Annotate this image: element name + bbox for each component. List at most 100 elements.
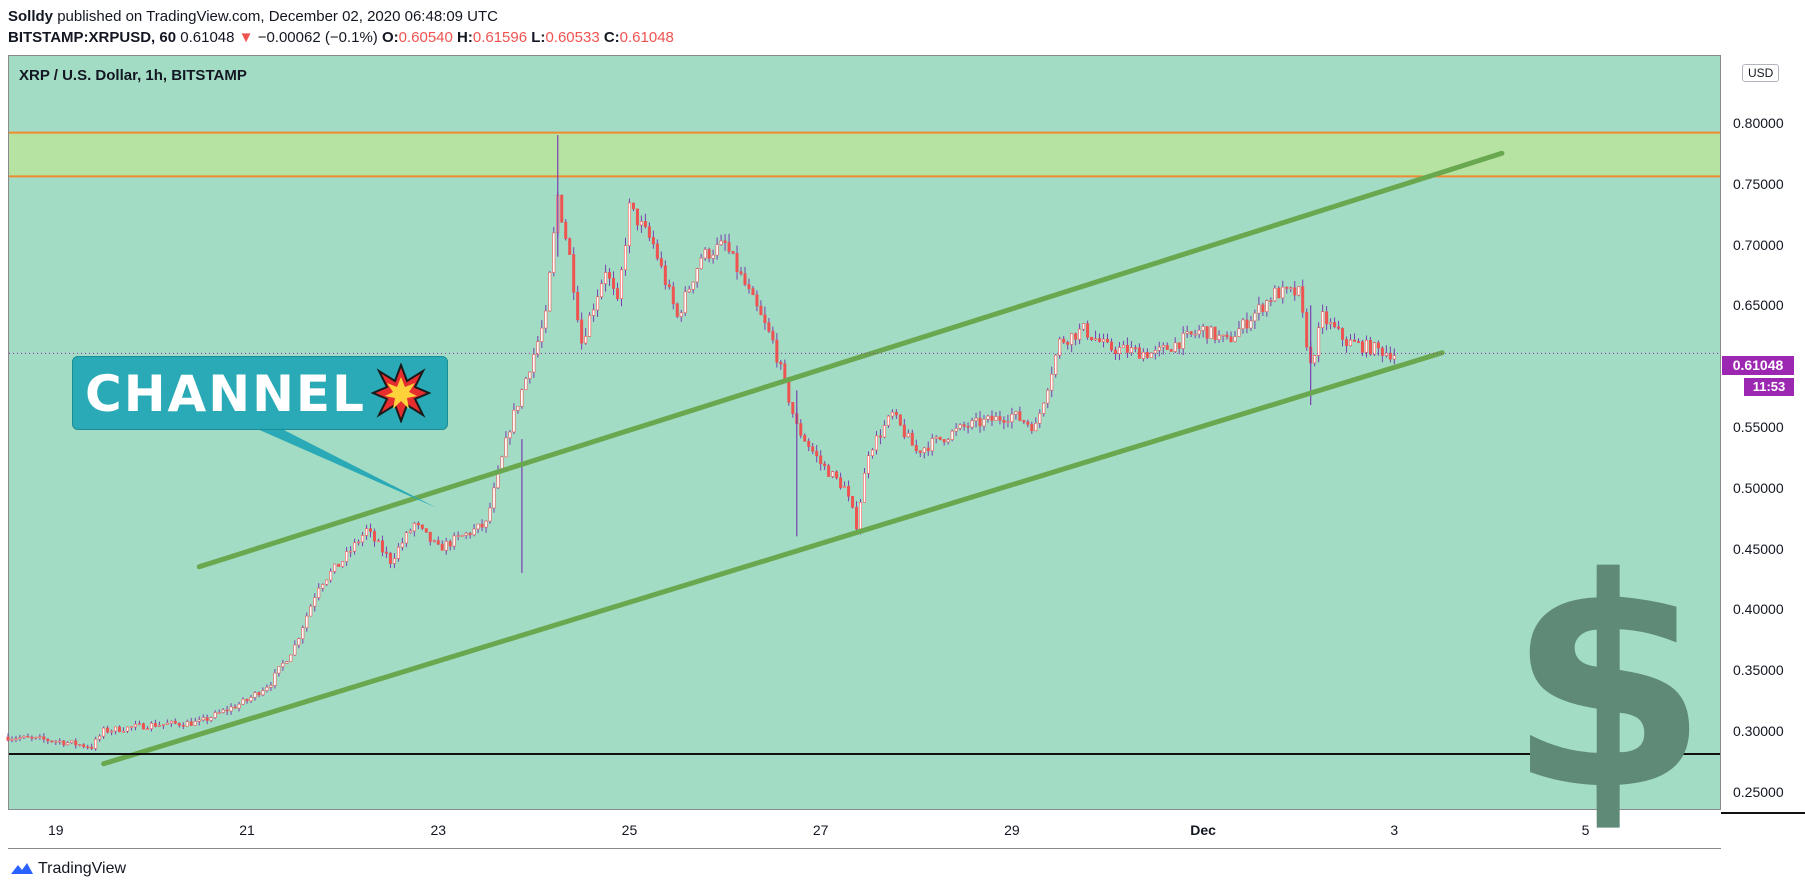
candle-body bbox=[675, 303, 679, 317]
candle-body bbox=[1030, 424, 1034, 432]
candle-body bbox=[217, 712, 221, 714]
candle-body bbox=[643, 221, 647, 227]
candle-body bbox=[775, 339, 779, 363]
chart-title: XRP / U.S. Dollar, 1h, BITSTAMP bbox=[19, 67, 247, 84]
candle-body bbox=[225, 709, 229, 712]
candle-body bbox=[321, 584, 325, 589]
candle-body bbox=[317, 587, 321, 598]
candle-body bbox=[420, 524, 424, 529]
candle-body bbox=[886, 415, 890, 426]
candle-body bbox=[444, 541, 448, 551]
candle-body bbox=[1345, 339, 1349, 346]
price-change: −0.00062 (−0.1%) bbox=[257, 29, 378, 46]
candle-body bbox=[177, 722, 181, 726]
candle-body bbox=[309, 605, 313, 617]
candle-body bbox=[1157, 346, 1161, 351]
candle-body bbox=[1098, 338, 1102, 342]
candle-body bbox=[1364, 340, 1368, 353]
candle-body bbox=[1090, 336, 1094, 341]
candle-body bbox=[946, 439, 950, 443]
candle-body bbox=[396, 546, 400, 559]
channel-lower-line bbox=[101, 350, 1445, 767]
candle-body bbox=[1313, 355, 1317, 364]
candle-body bbox=[388, 553, 392, 564]
candle-body bbox=[516, 406, 520, 411]
candle-body bbox=[580, 319, 584, 344]
candle-body bbox=[408, 530, 412, 533]
time-axis[interactable] bbox=[8, 810, 1721, 849]
candle-body bbox=[349, 550, 353, 553]
candle-body bbox=[241, 698, 245, 705]
candle-body bbox=[1265, 300, 1269, 312]
candle-body bbox=[1165, 345, 1169, 350]
candle-body bbox=[1106, 338, 1110, 343]
author-name[interactable]: Solldy bbox=[8, 8, 54, 25]
candle-body bbox=[1289, 287, 1293, 290]
chart-header-line-1: Solldy published on TradingView.com, Dec… bbox=[8, 8, 498, 25]
resistance-zone bbox=[9, 132, 1720, 177]
candle-body bbox=[894, 412, 898, 416]
candle-body bbox=[492, 487, 496, 509]
candle-body bbox=[257, 692, 261, 696]
tradingview-logo-icon bbox=[11, 862, 33, 874]
candle-body bbox=[1341, 328, 1345, 340]
candle-body bbox=[1305, 312, 1309, 348]
candle-body bbox=[293, 644, 297, 656]
x-tick-label: 3 bbox=[1390, 822, 1399, 838]
candle-body bbox=[133, 724, 137, 728]
currency-label[interactable]: USD bbox=[1742, 64, 1780, 82]
candle-body bbox=[528, 371, 532, 379]
candle-body bbox=[1233, 336, 1237, 343]
candle-body bbox=[1360, 341, 1364, 353]
candle-body bbox=[18, 737, 22, 740]
candle-body bbox=[10, 738, 14, 741]
candle-body bbox=[1368, 340, 1372, 355]
candle-body bbox=[1010, 413, 1014, 423]
candle-body bbox=[743, 273, 747, 285]
candle-body bbox=[428, 531, 432, 542]
x-tick-label: Dec bbox=[1190, 822, 1216, 838]
footer-brand[interactable]: TradingView bbox=[10, 860, 126, 878]
candle-body bbox=[552, 232, 556, 273]
candle-body bbox=[508, 431, 512, 439]
chart-plot-area[interactable] bbox=[8, 55, 1721, 810]
candle-body bbox=[1161, 345, 1165, 348]
candle-body bbox=[966, 426, 970, 428]
candle-body bbox=[1022, 420, 1026, 423]
candle-body bbox=[735, 252, 739, 272]
high-value: 0.61596 bbox=[472, 29, 528, 46]
candle-body bbox=[627, 202, 631, 246]
down-arrow-icon: ▼ bbox=[238, 29, 254, 46]
candle-body bbox=[392, 558, 396, 564]
price-axis[interactable] bbox=[1721, 55, 1805, 810]
candle-body bbox=[584, 336, 588, 344]
candle-body bbox=[659, 258, 663, 267]
candle-body bbox=[576, 292, 580, 321]
candle-body bbox=[149, 722, 153, 730]
candle-body bbox=[1125, 344, 1129, 353]
symbol-interval[interactable]: BITSTAMP:XRPUSD, 60 bbox=[8, 29, 177, 46]
candle-body bbox=[38, 736, 42, 739]
candle-body bbox=[404, 532, 408, 544]
candle-body bbox=[1325, 311, 1329, 325]
candle-body bbox=[464, 532, 468, 536]
candle-body bbox=[237, 703, 241, 709]
candle-body bbox=[229, 706, 233, 712]
candle-body bbox=[878, 435, 882, 438]
candle-body bbox=[209, 717, 213, 721]
candle-body bbox=[361, 535, 365, 543]
candle-body bbox=[1201, 326, 1205, 331]
candle-body bbox=[882, 425, 886, 438]
channel-callout[interactable]: CHANNEL bbox=[72, 356, 448, 430]
x-tick-label: 25 bbox=[621, 822, 638, 838]
candle-body bbox=[647, 226, 651, 238]
candle-body bbox=[1113, 349, 1117, 354]
candle-body bbox=[890, 412, 894, 417]
candle-body bbox=[1241, 319, 1245, 330]
candle-body bbox=[926, 447, 930, 452]
candle-body bbox=[122, 730, 126, 733]
candle-body bbox=[74, 740, 78, 746]
candle-body bbox=[126, 726, 130, 732]
candle-body bbox=[70, 740, 74, 743]
candle-body bbox=[1337, 326, 1341, 329]
